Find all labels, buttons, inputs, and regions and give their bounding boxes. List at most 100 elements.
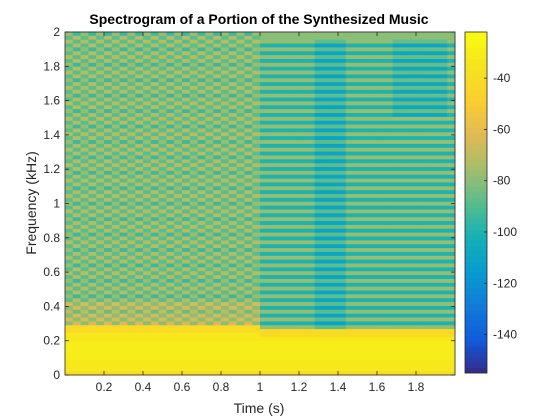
- spectrogram-cell: [439, 166, 448, 171]
- spectrogram-cell: [166, 116, 175, 121]
- spectrogram-cell: [447, 112, 456, 117]
- spectrogram-cell: [330, 116, 339, 121]
- spectrogram-cell: [228, 74, 237, 79]
- spectrogram-cell: [244, 58, 253, 63]
- spectrogram-cell: [72, 205, 81, 210]
- spectrogram-cell: [431, 347, 440, 353]
- spectrogram-cell: [369, 247, 378, 252]
- spectrogram-cell: [369, 336, 378, 341]
- spectrogram-cell: [244, 274, 253, 279]
- spectrogram-cell: [150, 66, 159, 71]
- spectrogram-cell: [330, 243, 339, 249]
- spectrogram-cell: [150, 77, 159, 83]
- spectrogram-cell: [408, 247, 417, 252]
- spectrogram-cell: [306, 201, 315, 206]
- spectrogram-cell: [322, 85, 331, 90]
- spectrogram-cell: [369, 108, 378, 114]
- spectrogram-cell: [127, 251, 136, 256]
- spectrogram-cell: [205, 363, 214, 368]
- spectrogram-cell: [252, 328, 261, 333]
- spectrogram-cell: [244, 351, 253, 357]
- spectrogram-cell: [447, 43, 456, 48]
- spectrogram-cell: [127, 201, 136, 206]
- spectrogram-cell: [275, 97, 284, 102]
- spectrogram-cell: [423, 209, 432, 214]
- spectrogram-cell: [384, 174, 393, 179]
- spectrogram-cell: [299, 201, 308, 206]
- spectrogram-cell: [111, 367, 120, 372]
- spectrogram-cell: [306, 243, 315, 249]
- spectrogram-cell: [221, 151, 230, 156]
- spectrogram-cell: [267, 158, 276, 164]
- spectrogram-cell: [80, 209, 89, 214]
- spectrogram-cell: [431, 101, 440, 106]
- spectrogram-cell: [377, 247, 386, 252]
- y-tick-label: 1.2: [43, 162, 60, 176]
- spectrogram-cell: [205, 371, 214, 376]
- spectrogram-cell: [400, 344, 409, 349]
- spectrogram-cell: [158, 278, 167, 283]
- spectrogram-cell: [416, 205, 425, 210]
- spectrogram-cell: [244, 355, 253, 360]
- spectrogram-cell: [189, 328, 198, 333]
- spectrogram-cell: [431, 70, 440, 75]
- spectrogram-cell: [384, 324, 393, 330]
- spectrogram-cell: [189, 189, 198, 195]
- spectrogram-cell: [283, 54, 292, 59]
- spectrogram-cell: [150, 143, 159, 148]
- spectrogram-cell: [299, 70, 308, 75]
- spectrogram-cell: [205, 93, 214, 98]
- spectrogram-cell: [111, 93, 120, 98]
- spectrogram-cell: [338, 336, 347, 341]
- spectrogram-cell: [353, 193, 362, 198]
- spectrogram-cell: [330, 239, 339, 245]
- spectrogram-cell: [127, 367, 136, 372]
- spectrogram-cell: [431, 274, 440, 279]
- spectrogram-cell: [213, 66, 222, 71]
- spectrogram-cell: [416, 324, 425, 330]
- spectrogram-cell: [135, 62, 144, 67]
- spectrogram-cell: [260, 209, 269, 214]
- spectrogram-cell: [314, 54, 323, 59]
- spectrogram-cell: [439, 131, 448, 137]
- spectrogram-cell: [330, 205, 339, 210]
- spectrogram-cell: [384, 247, 393, 252]
- spectrogram-cell: [392, 35, 401, 40]
- spectrogram-cell: [96, 263, 105, 268]
- spectrogram-cell: [330, 332, 339, 337]
- spectrogram-cell: [166, 309, 175, 314]
- spectrogram-cell: [392, 178, 401, 183]
- spectrogram-cell: [72, 270, 81, 276]
- spectrogram-cell: [392, 259, 401, 264]
- spectrogram-cell: [392, 62, 401, 67]
- spectrogram-cell: [72, 193, 81, 198]
- spectrogram-cell: [314, 74, 323, 79]
- spectrogram-cell: [166, 189, 175, 195]
- spectrogram-cell: [299, 359, 308, 364]
- spectrogram-cell: [353, 220, 362, 225]
- spectrogram-cell: [400, 251, 409, 256]
- spectrogram-cell: [275, 185, 284, 191]
- spectrogram-cell: [158, 50, 167, 56]
- spectrogram-cell: [299, 147, 308, 152]
- spectrogram-cell: [423, 309, 432, 314]
- spectrogram-cell: [322, 286, 331, 291]
- spectrogram-cell: [306, 147, 315, 152]
- spectrogram-cell: [127, 74, 136, 79]
- spectrogram-cell: [119, 255, 128, 260]
- spectrogram-cell: [189, 108, 198, 114]
- spectrogram-cell: [369, 89, 378, 94]
- spectrogram-cell: [88, 201, 97, 206]
- spectrogram-cell: [143, 120, 152, 125]
- spectrogram-cell: [439, 351, 448, 357]
- spectrogram-cell: [150, 112, 159, 117]
- spectrogram-cell: [182, 317, 191, 322]
- colorbar-swatch: [465, 202, 487, 209]
- spectrogram-cell: [306, 286, 315, 291]
- spectrogram-cell: [275, 251, 284, 256]
- spectrogram-cell: [197, 232, 206, 237]
- spectrogram-cell: [65, 166, 74, 171]
- spectrogram-cell: [166, 236, 175, 241]
- spectrogram-cell: [447, 332, 456, 337]
- spectrogram-cell: [291, 328, 300, 333]
